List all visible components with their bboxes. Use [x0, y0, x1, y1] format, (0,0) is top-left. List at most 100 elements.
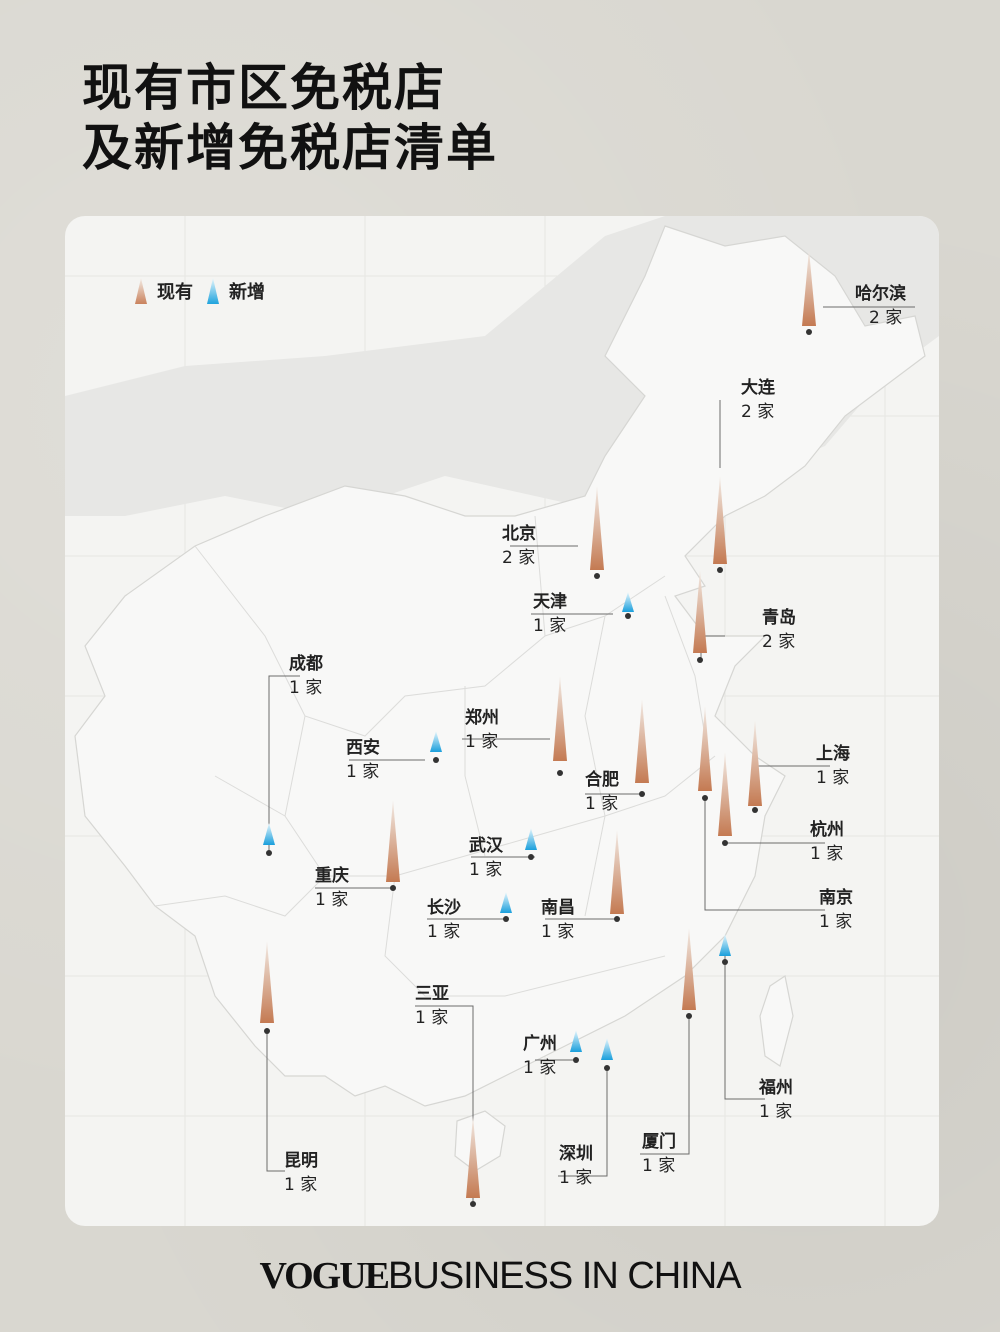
taiwan-island: [759, 975, 794, 1067]
province-borders: [154, 515, 716, 997]
city-name: 南昌: [541, 898, 575, 918]
city-count: 1 家: [816, 768, 850, 788]
city-label-chongqing: 重庆 1 家: [315, 864, 349, 912]
city-label-shanghai: 上海 1 家: [816, 742, 850, 790]
city-name: 青岛: [762, 608, 796, 628]
marker-tianjin: [622, 592, 634, 612]
city-label-nanchang: 南昌 1 家: [541, 896, 575, 944]
marker-qingdao: [693, 570, 707, 653]
city-count: 2 家: [869, 308, 903, 328]
marker-hangzhou: [718, 752, 732, 836]
city-name: 深圳: [559, 1144, 593, 1164]
city-label-nanjing: 南京 1 家: [819, 886, 853, 934]
city-label-hefei: 合肥 1 家: [585, 768, 619, 816]
city-count: 2 家: [502, 548, 536, 568]
city-name: 南京: [819, 888, 853, 908]
city-label-zhengzhou: 郑州 1 家: [465, 706, 499, 754]
city-count: 1 家: [819, 912, 853, 932]
city-label-qingdao: 青岛 2 家: [762, 606, 796, 654]
legend-existing-label: 现有: [157, 282, 193, 303]
city-name: 北京: [502, 524, 536, 544]
marker-haerbin: [802, 250, 816, 326]
city-count: 1 家: [533, 616, 567, 636]
city-name: 杭州: [810, 820, 844, 840]
city-count: 1 家: [810, 844, 844, 864]
marker-shanghai: [748, 720, 762, 806]
city-label-sanya: 三亚 1 家: [415, 982, 449, 1030]
city-name: 福州: [759, 1078, 793, 1098]
city-name: 重庆: [315, 866, 349, 886]
city-label-xiamen: 厦门 1 家: [642, 1130, 676, 1178]
city-name: 郑州: [465, 708, 499, 728]
city-label-tianjin: 天津 1 家: [533, 590, 567, 638]
city-label-beijing: 北京 2 家: [502, 522, 536, 570]
legend-item-new: 新增: [207, 278, 265, 304]
city-count: 1 家: [284, 1175, 318, 1195]
city-count: 1 家: [427, 922, 461, 942]
city-name: 厦门: [642, 1132, 676, 1152]
city-count: 1 家: [346, 762, 380, 782]
city-count: 1 家: [541, 922, 575, 942]
marker-hefei: [635, 699, 649, 783]
map-card: 现有 新增 哈尔滨 2 家 大连 2 家 北京 2 家 天津 1 家 青岛 2 …: [65, 216, 939, 1226]
city-name: 成都: [289, 654, 323, 674]
city-name: 武汉: [469, 836, 503, 856]
page-title: 现有市区免税店 及新增免税店清单: [82, 58, 498, 178]
city-count: 1 家: [759, 1102, 793, 1122]
legend-new-label: 新增: [229, 282, 265, 303]
city-count: 1 家: [585, 794, 619, 814]
city-count: 2 家: [741, 402, 775, 422]
marker-chongqing: [386, 800, 400, 882]
city-dots: [264, 329, 812, 1207]
marker-sanya: [466, 1116, 480, 1198]
city-name: 广州: [523, 1034, 557, 1054]
map-legend: 现有 新增: [135, 278, 279, 304]
city-label-shenzhen: 深圳 1 家: [559, 1142, 593, 1190]
marker-guangzhou: [570, 1030, 582, 1052]
marker-nanchang: [610, 830, 624, 914]
hainan-island: [454, 1110, 506, 1172]
marker-dalian: [713, 476, 727, 564]
city-label-hangzhou: 杭州 1 家: [810, 818, 844, 866]
marker-chengdu: [263, 823, 275, 845]
marker-beijing: [590, 486, 604, 570]
marker-kunming: [260, 941, 274, 1023]
city-label-dalian: 大连 2 家: [741, 376, 775, 424]
city-label-fuzhou: 福州 1 家: [759, 1076, 793, 1124]
city-count: 1 家: [469, 860, 503, 880]
existing-markers: [260, 250, 816, 1198]
city-name: 合肥: [585, 770, 619, 790]
city-name: 大连: [741, 378, 775, 398]
vogue-logo: VOGUE: [259, 1255, 390, 1297]
city-label-haerbin: 哈尔滨 2 家: [855, 282, 906, 330]
city-name: 上海: [816, 744, 850, 764]
city-label-guangzhou: 广州 1 家: [523, 1032, 557, 1080]
title-line-2: 及新增免税店清单: [82, 119, 498, 177]
marker-nanjing: [698, 706, 712, 791]
city-name: 哈尔滨: [855, 284, 906, 304]
city-label-xian: 西安 1 家: [346, 736, 380, 784]
china-landmass: [74, 225, 926, 1107]
brand-footer: VOGUEBUSINESS IN CHINA: [0, 1254, 1000, 1298]
marker-zhengzhou: [553, 676, 567, 761]
marker-xian: [430, 731, 442, 752]
city-count: 1 家: [315, 890, 349, 910]
marker-wuhan: [525, 828, 537, 850]
legend-item-existing: 现有: [135, 278, 193, 304]
city-count: 1 家: [289, 678, 323, 698]
marker-shenzhen: [601, 1038, 613, 1060]
new-markers: [263, 592, 731, 1060]
city-label-kunming: 昆明 1 家: [284, 1149, 318, 1197]
city-count: 2 家: [762, 632, 796, 652]
marker-changsha: [500, 892, 512, 913]
city-label-changsha: 长沙 1 家: [427, 896, 461, 944]
legend-existing-swatch: [135, 278, 147, 304]
leader-lines: [266, 306, 915, 1204]
city-label-wuhan: 武汉 1 家: [469, 834, 503, 882]
city-count: 1 家: [523, 1058, 557, 1078]
city-name: 西安: [346, 738, 380, 758]
city-count: 1 家: [559, 1168, 593, 1188]
marker-xiamen: [682, 928, 696, 1010]
china-map: [65, 216, 939, 1226]
city-name: 天津: [533, 592, 567, 612]
